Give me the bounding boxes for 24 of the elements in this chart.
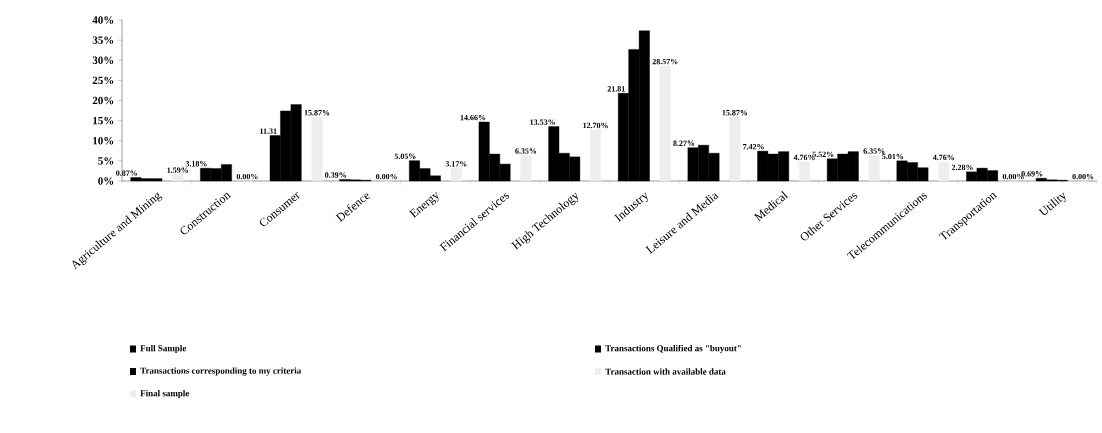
legend-label: Final sample (140, 389, 190, 399)
bar (868, 155, 880, 182)
bar (799, 161, 810, 182)
y-tick-label: 20% (92, 96, 114, 105)
y-tick-label: 35% (92, 36, 114, 44)
y-tick-label: 30% (92, 56, 114, 64)
legend-label: Full Sample (140, 344, 187, 354)
legend-label: Transactions Qualified as "buyout" (605, 344, 741, 354)
y-tick-label: 40% (92, 16, 114, 24)
y-tick-label: 25% (92, 76, 114, 85)
legend-label: Transactions corresponding to my criteria (140, 367, 302, 376)
bar (520, 155, 532, 182)
bar (450, 168, 462, 182)
bar (729, 116, 741, 182)
y-tick-label: 10% (93, 137, 114, 145)
bar (659, 65, 671, 182)
bar (311, 116, 323, 182)
bar (938, 161, 950, 182)
legend-label: Transaction with available data (605, 368, 726, 375)
y-tick-label: 5% (98, 157, 114, 165)
y-tick-label: 15% (93, 116, 114, 125)
bar (172, 174, 184, 182)
y-tick-label: 0% (98, 177, 114, 185)
bar (590, 129, 601, 182)
